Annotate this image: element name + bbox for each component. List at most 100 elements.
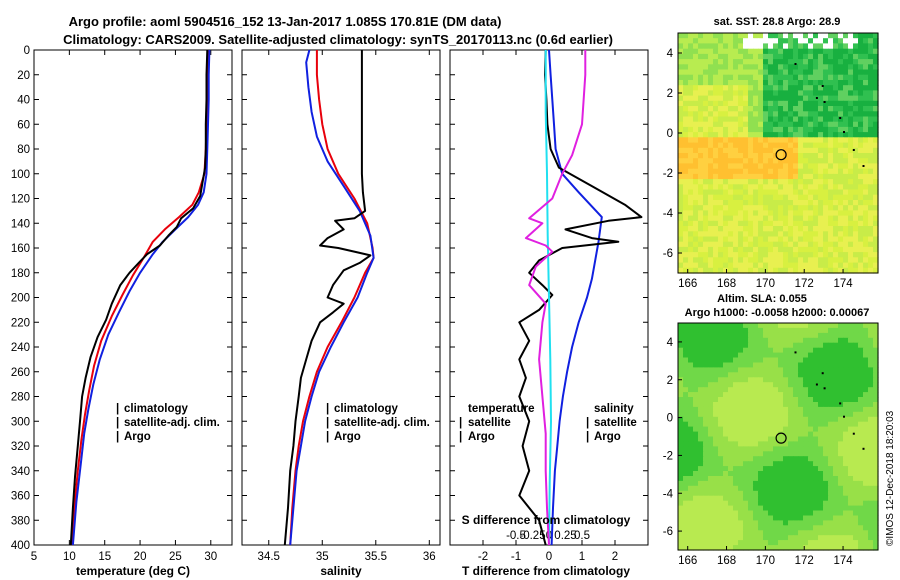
map-cell xyxy=(688,436,694,442)
map-cell xyxy=(873,69,879,76)
map-cell xyxy=(713,485,719,492)
map-cell xyxy=(688,525,694,531)
map-cell xyxy=(703,179,709,185)
map-cell xyxy=(728,220,734,227)
map-cell xyxy=(748,80,754,86)
map-cell xyxy=(758,540,764,546)
map-cell xyxy=(868,323,874,329)
map-cell xyxy=(768,168,774,175)
map-cell xyxy=(853,53,859,60)
map-cell xyxy=(738,406,744,413)
map-cell xyxy=(803,69,809,76)
map-cell xyxy=(713,332,719,339)
map-cell xyxy=(848,142,854,149)
legend-argo-label: Argo xyxy=(124,431,151,443)
map-cell xyxy=(763,95,769,102)
map-cell xyxy=(813,456,819,462)
map-cell xyxy=(848,147,854,154)
map-cell xyxy=(708,168,714,175)
map-cell xyxy=(818,426,824,433)
map-cell xyxy=(733,451,739,457)
map-cell xyxy=(693,421,699,428)
map-cell xyxy=(728,48,734,55)
map-cell xyxy=(808,332,814,339)
map-cell xyxy=(818,184,824,191)
map-cell xyxy=(833,231,839,238)
map-cell xyxy=(738,116,744,123)
map-cell xyxy=(693,392,699,398)
map-cell xyxy=(738,490,744,497)
map-cell xyxy=(858,205,864,211)
map-cell xyxy=(693,485,699,492)
map-cell xyxy=(813,163,819,170)
map-cell xyxy=(848,540,854,546)
map-cell xyxy=(788,466,794,472)
map-cell xyxy=(813,402,819,408)
map-cell xyxy=(833,461,839,467)
map-cell xyxy=(823,510,829,516)
map-cell xyxy=(768,500,774,507)
map-cell xyxy=(753,500,759,507)
map-cell xyxy=(803,142,809,149)
map-cell xyxy=(833,205,839,211)
map-cell xyxy=(863,367,869,373)
map-cell xyxy=(823,189,829,196)
map-cell xyxy=(823,100,829,107)
map-cell xyxy=(848,357,854,363)
map-cell xyxy=(708,500,714,507)
map-cell xyxy=(783,327,789,334)
map-cell xyxy=(873,426,879,433)
map-cell xyxy=(758,461,764,467)
map-cell xyxy=(678,525,684,531)
map-cell xyxy=(743,510,749,516)
map-cell xyxy=(873,262,879,269)
map-cell xyxy=(763,90,769,97)
map-cell xyxy=(863,520,869,526)
map-cell xyxy=(788,406,794,413)
map-cell xyxy=(773,337,779,344)
map-cell xyxy=(838,121,844,128)
map-cell xyxy=(703,456,709,462)
map-cell xyxy=(863,525,869,531)
map-cell xyxy=(848,64,854,71)
map-cell xyxy=(818,461,824,467)
map-cell xyxy=(783,515,789,521)
map-cell xyxy=(723,485,729,492)
map-cell xyxy=(793,43,799,50)
map-cell xyxy=(828,100,834,107)
map-cell xyxy=(713,540,719,546)
map-cell xyxy=(678,64,684,71)
map-cell xyxy=(788,163,794,170)
map-cell xyxy=(818,111,824,118)
map-cell xyxy=(693,406,699,413)
map-cell xyxy=(818,392,824,398)
map-cell xyxy=(853,173,859,180)
map-cell xyxy=(743,535,749,541)
map-cell xyxy=(858,236,864,243)
map-cell xyxy=(678,505,684,512)
map-cell xyxy=(723,179,729,185)
map-cell xyxy=(778,431,784,438)
map-cell xyxy=(863,95,869,102)
map-cell xyxy=(818,69,824,76)
map-cell xyxy=(823,456,829,462)
map-cell xyxy=(848,441,854,447)
map-cell xyxy=(768,106,774,112)
map-cell xyxy=(713,246,719,253)
map-cell xyxy=(868,262,874,269)
map-cell xyxy=(738,426,744,433)
map-cell xyxy=(778,220,784,227)
map-cell xyxy=(863,347,869,354)
map-cell xyxy=(848,95,854,102)
map-cell xyxy=(733,100,739,107)
map-cell xyxy=(713,323,719,329)
map-cell xyxy=(678,456,684,462)
map-cell xyxy=(798,357,804,363)
map-cell xyxy=(818,342,824,349)
map-cell xyxy=(743,540,749,546)
map-cell xyxy=(748,342,754,349)
map-cell xyxy=(778,402,784,408)
map-cell xyxy=(793,367,799,373)
map-cell xyxy=(868,476,874,482)
map-cell xyxy=(813,236,819,243)
